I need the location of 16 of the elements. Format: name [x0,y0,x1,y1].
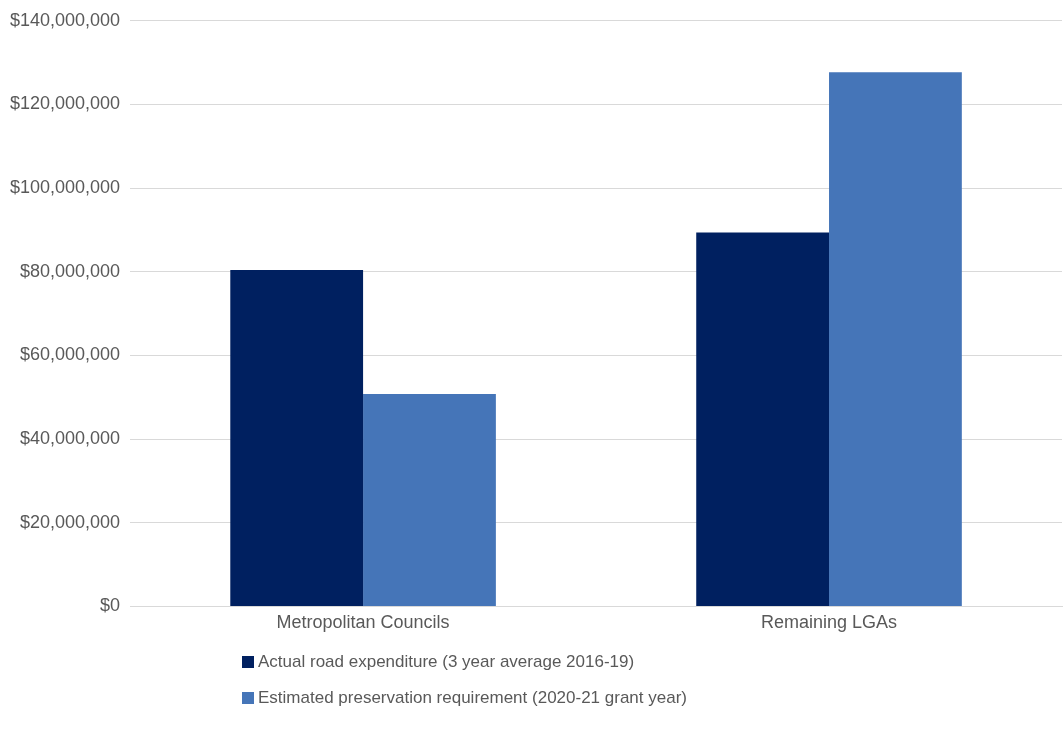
bar [829,72,962,606]
y-tick-label: $0 [100,595,121,616]
y-tick-label: $40,000,000 [20,428,121,449]
bar [230,270,364,606]
y-tick-label: $100,000,000 [10,177,121,198]
bar [696,232,830,606]
legend-label: Actual road expenditure (3 year average 2016-19) [258,652,635,672]
bar [363,393,496,606]
x-tick-label: Remaining LGAs [760,612,898,633]
y-tick-label: $20,000,000 [20,511,121,532]
y-tick-label: $120,000,000 [10,93,121,114]
legend-label: Estimated preservation requirement (2020-21 grant year) [258,688,687,708]
y-tick-label: $80,000,000 [20,260,121,281]
y-tick-label: $60,000,000 [20,344,121,365]
y-tick-label: $140,000,000 [10,9,121,30]
x-tick-label: Metropolitan Councils [276,612,450,633]
